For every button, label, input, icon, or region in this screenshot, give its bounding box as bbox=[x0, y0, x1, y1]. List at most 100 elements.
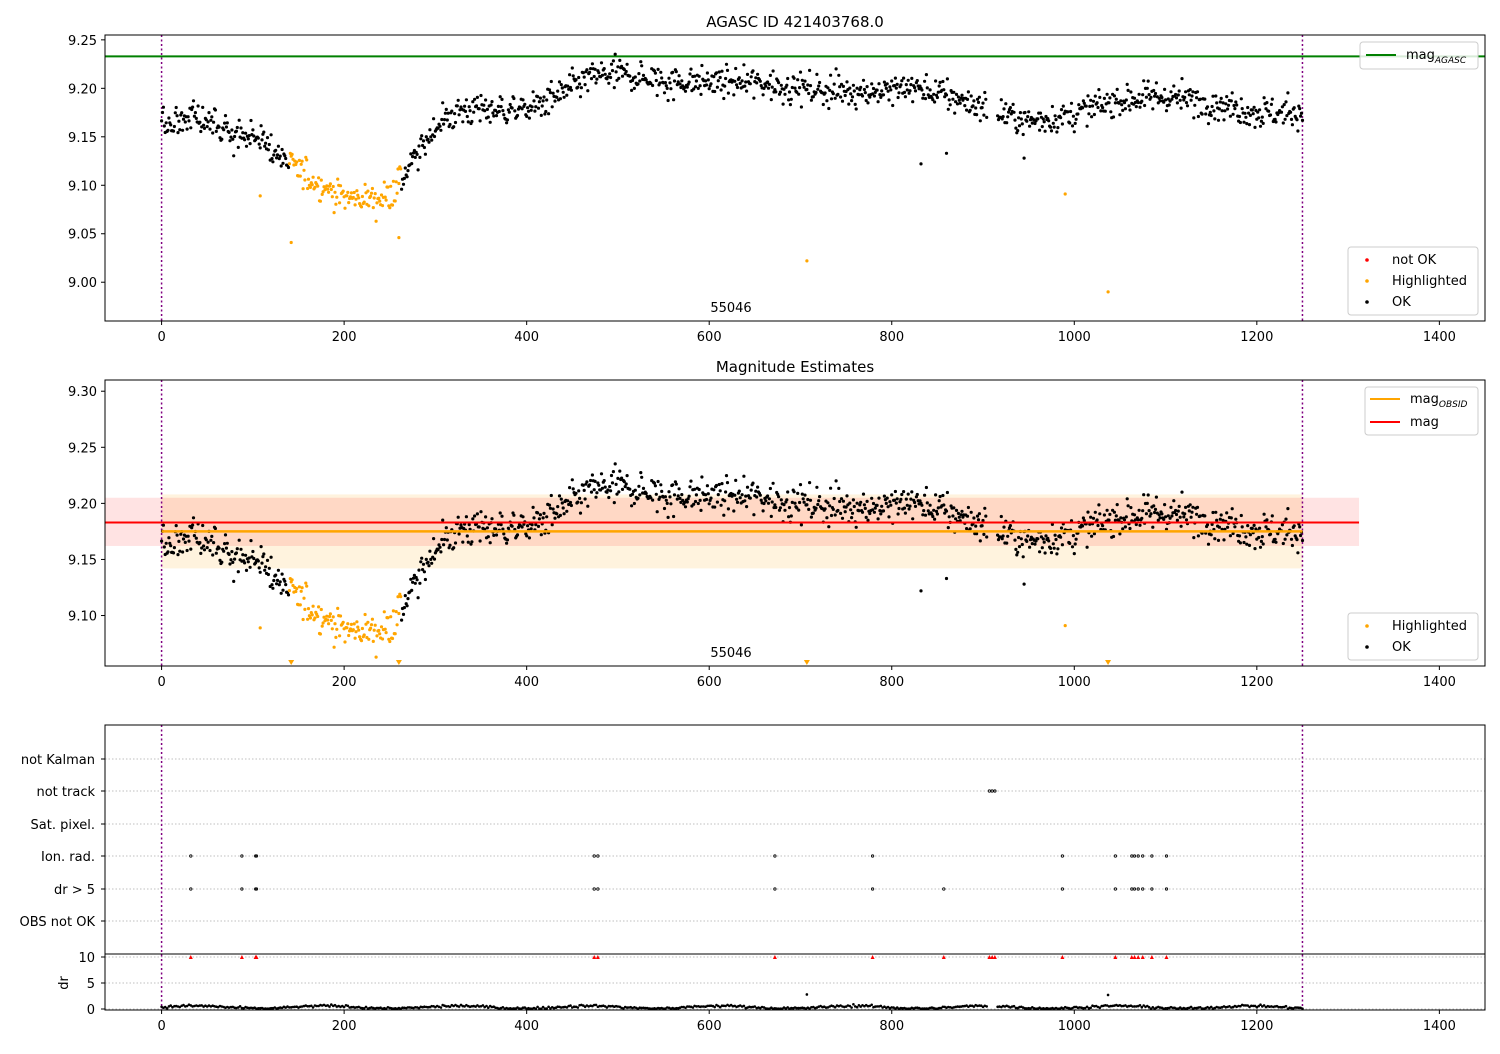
ok-point bbox=[1198, 514, 1202, 518]
ok-point bbox=[442, 537, 447, 542]
flag-point bbox=[1164, 887, 1169, 891]
ok-point bbox=[808, 498, 813, 502]
ok-point bbox=[430, 561, 434, 565]
ok-point bbox=[823, 507, 827, 511]
dr-point bbox=[766, 1007, 769, 1010]
ok-point bbox=[422, 145, 426, 150]
ok-point bbox=[809, 98, 814, 102]
ok-point bbox=[1265, 101, 1269, 105]
ok-point bbox=[442, 543, 446, 547]
ok-point bbox=[1217, 525, 1221, 529]
ok-point bbox=[561, 90, 565, 94]
ok-point bbox=[164, 121, 168, 125]
dr-point bbox=[795, 1006, 799, 1010]
ok-point bbox=[758, 79, 762, 83]
ok-point bbox=[1009, 112, 1013, 116]
ok-point bbox=[1259, 119, 1263, 123]
dr-clipped-marker bbox=[254, 955, 259, 959]
ok-point bbox=[190, 107, 194, 112]
ok-point bbox=[807, 91, 811, 96]
ok-point bbox=[274, 148, 278, 152]
ok-point bbox=[876, 517, 880, 521]
ok-point bbox=[936, 90, 940, 94]
ok-point bbox=[873, 90, 877, 94]
ok-point bbox=[1244, 535, 1248, 539]
ok-point bbox=[569, 503, 574, 508]
ok-point bbox=[1144, 95, 1148, 99]
ok-point bbox=[1134, 105, 1138, 109]
highlighted-point bbox=[334, 202, 338, 206]
ok-point bbox=[799, 523, 804, 527]
ok-point bbox=[723, 499, 727, 503]
ok-point bbox=[754, 489, 758, 493]
ok-point bbox=[936, 506, 940, 510]
ok-point bbox=[490, 100, 494, 104]
highlighted-point bbox=[336, 177, 340, 181]
dr-point bbox=[1085, 1005, 1089, 1009]
ok-point bbox=[1054, 537, 1058, 542]
ok-point bbox=[593, 479, 597, 483]
highlighted-point bbox=[338, 184, 343, 188]
highlighted-point bbox=[308, 616, 312, 620]
ok-point bbox=[463, 109, 468, 113]
ok-point bbox=[1281, 541, 1285, 546]
panel2-xtick-label: 0 bbox=[157, 675, 165, 690]
ok-point bbox=[664, 498, 668, 502]
ok-point bbox=[630, 504, 634, 508]
ok-point bbox=[178, 128, 182, 132]
clipped-marker bbox=[1105, 660, 1112, 665]
ok-point bbox=[1006, 115, 1010, 119]
dr-point bbox=[540, 1007, 543, 1010]
highlighted-point bbox=[353, 203, 357, 207]
ok-point bbox=[733, 493, 737, 497]
ok-point bbox=[411, 576, 416, 580]
dr-point bbox=[293, 1005, 297, 1009]
ok-point bbox=[172, 546, 176, 550]
ok-point bbox=[1292, 106, 1296, 110]
ok-point bbox=[534, 523, 538, 527]
ok-point bbox=[610, 481, 615, 485]
ok-point bbox=[705, 71, 710, 75]
ok-point bbox=[720, 69, 724, 73]
ok-point bbox=[1017, 545, 1022, 549]
ok-point bbox=[1286, 507, 1290, 511]
highlighted-point bbox=[333, 622, 337, 626]
ok-point bbox=[263, 144, 267, 148]
ok-point bbox=[957, 98, 961, 102]
ok-point bbox=[623, 485, 627, 489]
ok-point bbox=[1220, 527, 1224, 531]
ok-point bbox=[923, 493, 927, 497]
ok-point bbox=[828, 88, 832, 92]
dr-xtick-label: 0 bbox=[157, 1019, 165, 1034]
dr-point bbox=[439, 1006, 443, 1009]
ok-point bbox=[187, 119, 191, 123]
ok-point bbox=[1226, 107, 1230, 111]
dr-point bbox=[1253, 1004, 1257, 1008]
dr-clipped-marker bbox=[592, 955, 597, 959]
ok-point bbox=[653, 71, 658, 75]
highlighted-point bbox=[305, 158, 309, 162]
highlighted-point bbox=[320, 192, 324, 196]
ok-point bbox=[1014, 547, 1018, 552]
ok-point bbox=[947, 98, 951, 102]
flag-point bbox=[240, 854, 244, 858]
ok-point bbox=[1182, 98, 1186, 102]
dr-point bbox=[457, 1005, 461, 1008]
highlighted-point bbox=[375, 634, 379, 638]
ok-point bbox=[560, 501, 564, 505]
ok-point bbox=[1230, 507, 1234, 511]
ok-point bbox=[1261, 121, 1265, 125]
ok-point bbox=[1257, 116, 1261, 120]
ok-point bbox=[1238, 120, 1242, 125]
ok-point bbox=[505, 541, 509, 545]
ok-point bbox=[977, 95, 982, 99]
ok-point bbox=[187, 539, 191, 543]
ok-point bbox=[486, 115, 490, 119]
ok-point bbox=[756, 485, 760, 489]
ok-point bbox=[633, 488, 637, 492]
highlighted-point bbox=[379, 193, 384, 197]
highlighted-point bbox=[395, 191, 399, 195]
ok-point bbox=[1113, 101, 1117, 105]
ok-point bbox=[576, 500, 580, 504]
highlighted-point bbox=[345, 194, 349, 198]
